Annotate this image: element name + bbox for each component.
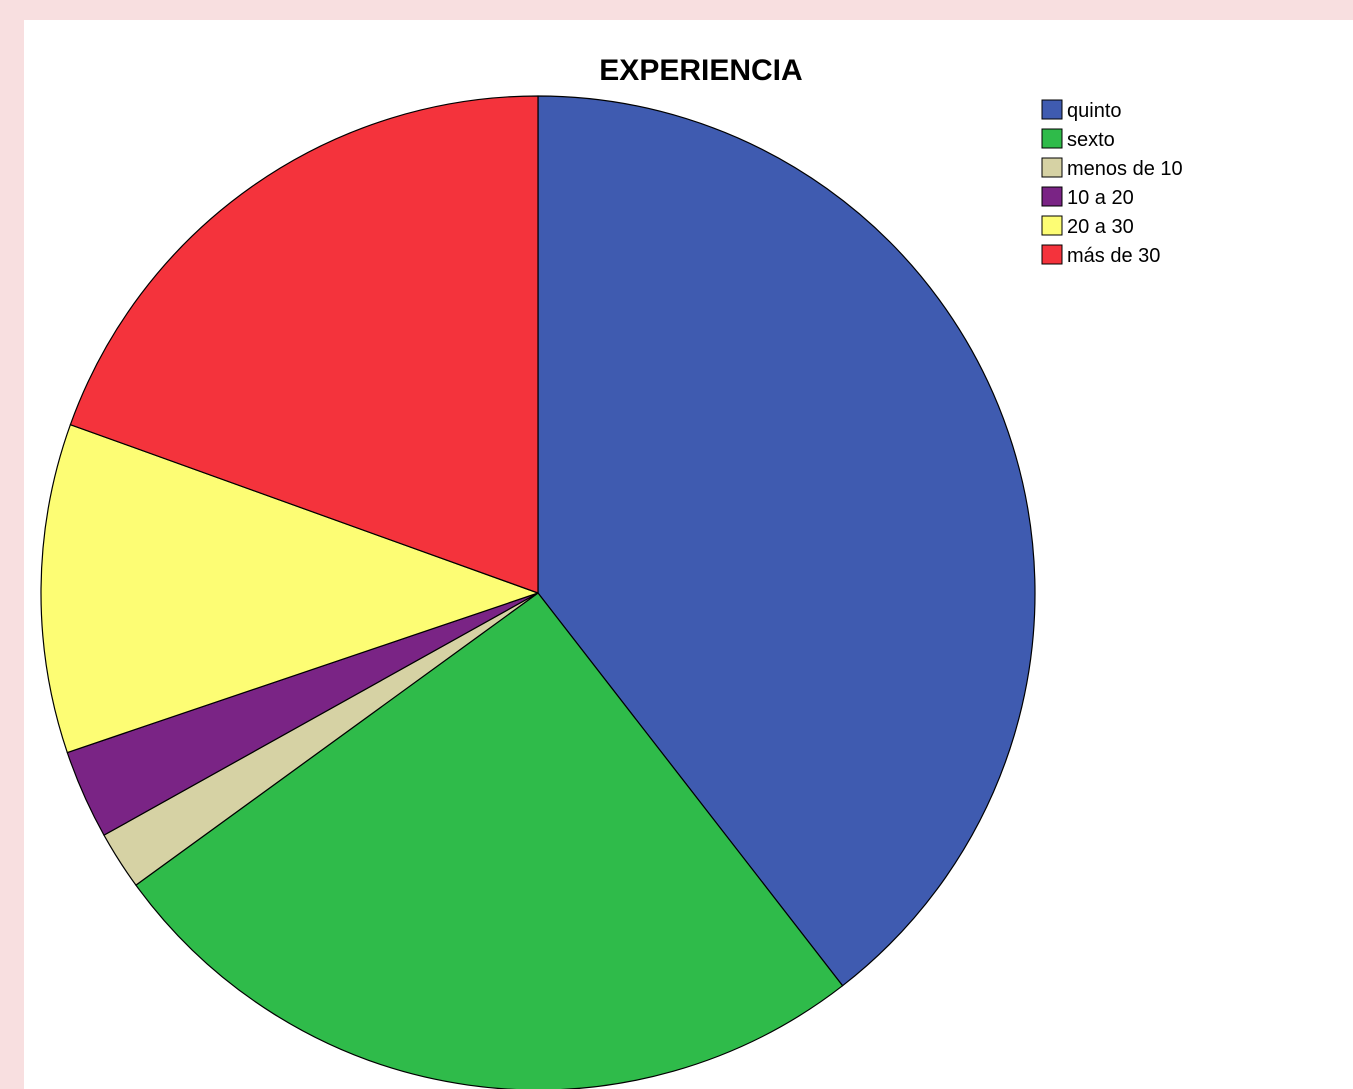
- legend-label-20-a-30: 20 a 30: [1067, 216, 1134, 238]
- legend-label-sexto: sexto: [1067, 129, 1115, 151]
- pie-slice-20-a-30: [40, 424, 539, 754]
- pie-slices: [40, 95, 1036, 1089]
- chart-canvas: EXPERIENCIA quinto sexto menos de 10 10 a 2…: [24, 20, 1353, 1089]
- pie-slice-sexto: [135, 592, 844, 1089]
- legend: quinto sexto menos de 10 10 a 20 20 a 30 más …: [1041, 99, 1183, 267]
- legend-label-10-a-20: 10 a 20: [1067, 187, 1134, 209]
- pie-slice-mas-de-30: [69, 95, 539, 594]
- legend-swatch-quinto: [1041, 99, 1063, 120]
- pie-slice-quinto: [537, 95, 1036, 987]
- chart-title: EXPERIENCIA: [599, 54, 802, 87]
- legend-label-mas-de-30: más de 30: [1067, 245, 1160, 267]
- legend-swatch-10-a-20: [1041, 186, 1063, 207]
- legend-swatch-20-a-30: [1041, 215, 1063, 236]
- legend-swatch-sexto: [1041, 128, 1063, 149]
- legend-swatch-menos-de-10: [1041, 157, 1063, 178]
- legend-label-quinto: quinto: [1067, 100, 1122, 122]
- legend-label-menos-de-10: menos de 10: [1067, 158, 1183, 180]
- legend-swatch-mas-de-30: [1041, 244, 1063, 265]
- pie-chart: EXPERIENCIA quinto sexto menos de 10 10 a 2…: [40, 54, 1183, 1089]
